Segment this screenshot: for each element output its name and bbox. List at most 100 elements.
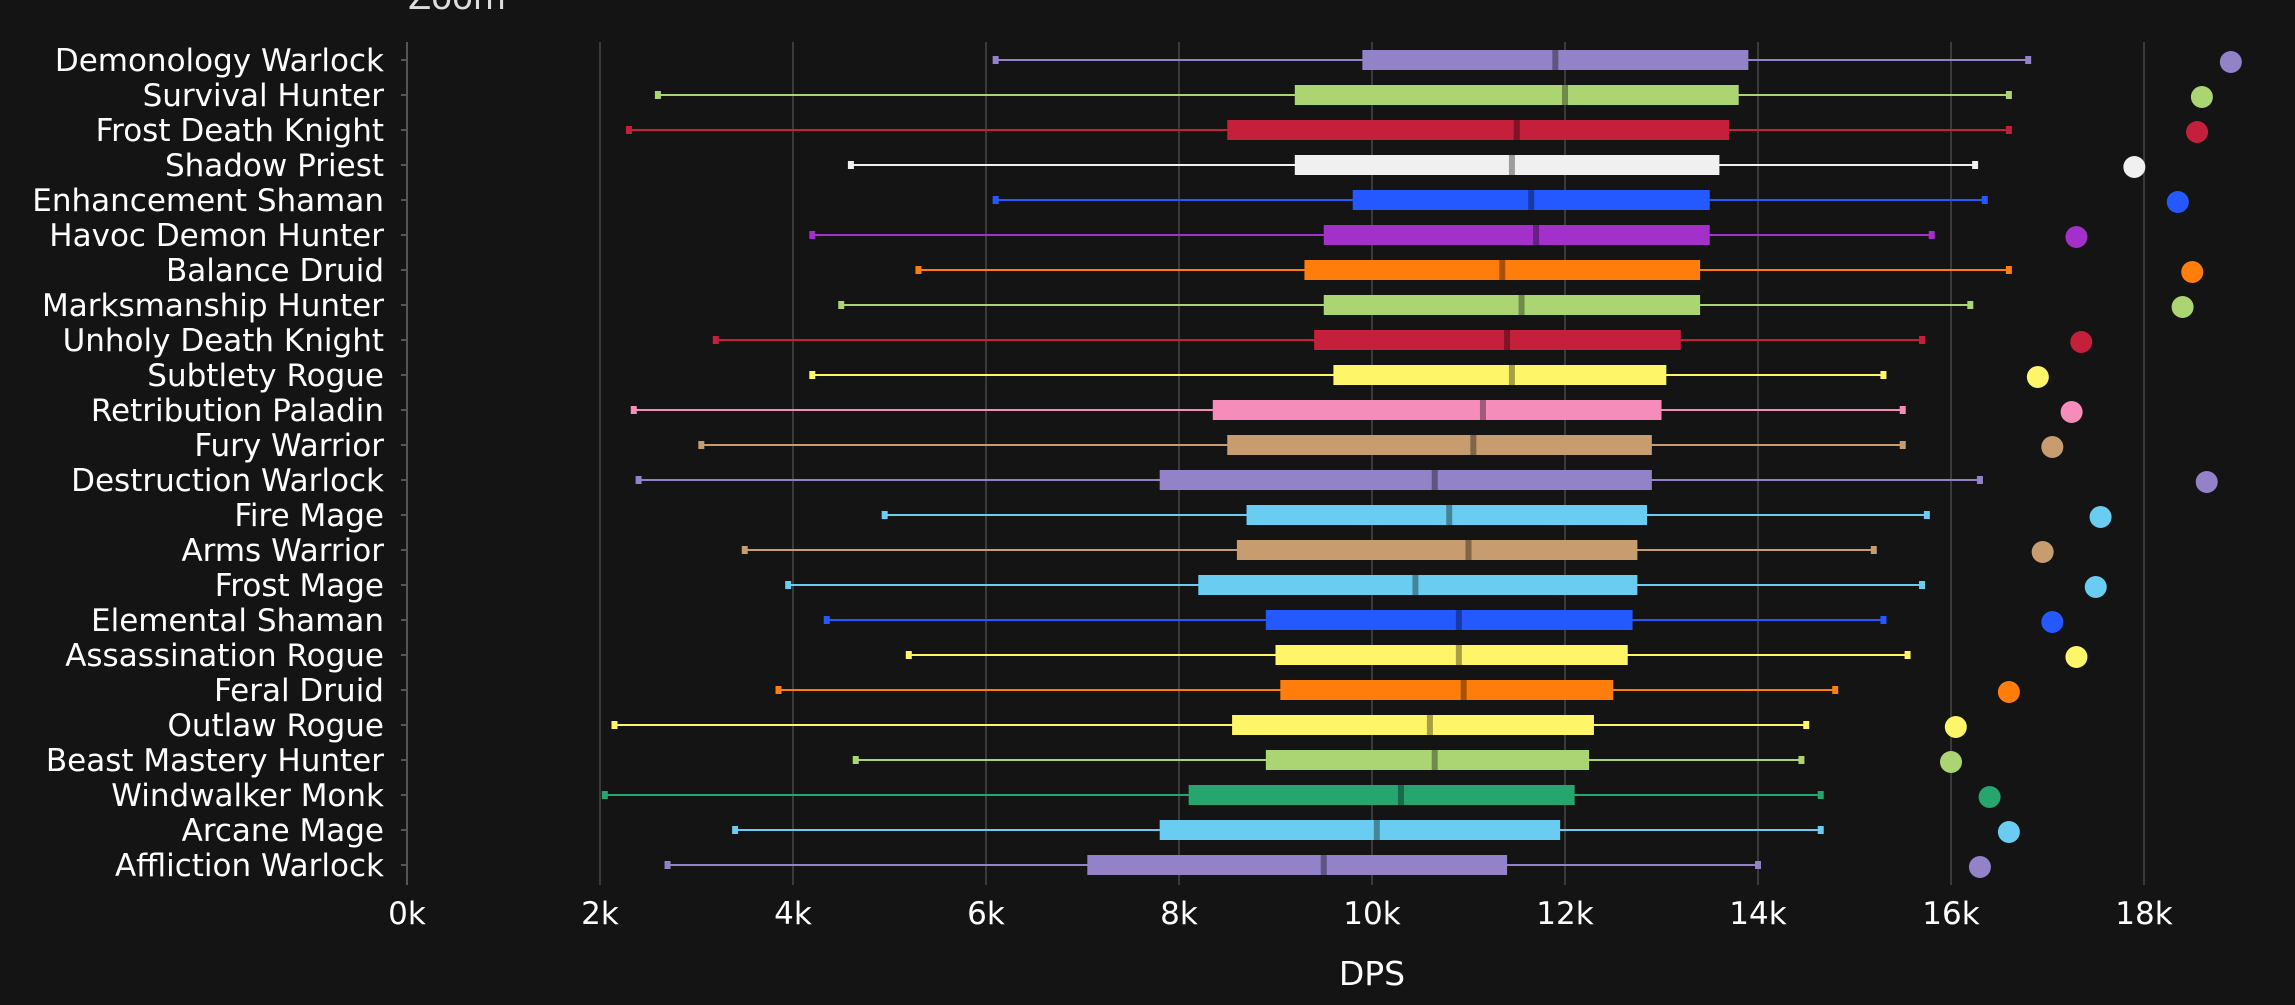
median-arms-warrior xyxy=(1465,540,1472,560)
box-subtlety-rogue xyxy=(1333,365,1667,385)
whisker-min-cap-balance-druid xyxy=(915,266,922,274)
median-outlaw-rogue xyxy=(1426,715,1433,735)
whisker-min-cap-frost-mage xyxy=(785,581,792,589)
top-dot-retribution-paladin xyxy=(2060,401,2083,423)
whisker-max-cap-havoc-demon-hunter xyxy=(1928,231,1935,239)
category-label-fury-warrior: Fury Warrior xyxy=(194,428,384,464)
top-dot-fury-warrior xyxy=(2041,436,2064,458)
whisker-max-cap-demonology-warlock xyxy=(2025,56,2032,64)
whisker-min-cap-elemental-shaman xyxy=(823,616,830,624)
x-tick-label-14k: 14k xyxy=(1729,896,1786,932)
whisker-max-cap-fury-warrior xyxy=(1899,441,1906,449)
top-dot-arms-warrior xyxy=(2031,541,2054,563)
category-label-havoc-demon-hunter: Havoc Demon Hunter xyxy=(49,218,384,254)
box-retribution-paladin xyxy=(1212,400,1662,420)
x-tick-label-8k: 8k xyxy=(1160,896,1198,932)
x-tick-label-10k: 10k xyxy=(1343,896,1400,932)
median-survival-hunter xyxy=(1562,85,1568,105)
category-label-enhancement-shaman: Enhancement Shaman xyxy=(32,183,384,219)
box-fury-warrior xyxy=(1227,435,1652,455)
category-label-frost-death-knight: Frost Death Knight xyxy=(96,113,384,149)
top-dot-marksmanship-hunter xyxy=(2171,296,2194,318)
whisker-max-cap-beast-mastery-hunter xyxy=(1798,756,1805,764)
whisker-min-cap-destruction-warlock xyxy=(635,476,642,484)
whisker-max-cap-balance-druid xyxy=(2005,266,2012,274)
whisker-min-cap-retribution-paladin xyxy=(630,406,637,414)
top-dot-affliction-warlock xyxy=(1968,856,1991,878)
whisker-max-cap-frost-death-knight xyxy=(2005,126,2012,134)
box-demonology-warlock xyxy=(1362,50,1749,70)
median-elemental-shaman xyxy=(1455,610,1462,630)
top-dot-assassination-rogue xyxy=(2065,646,2088,668)
top-dot-outlaw-rogue xyxy=(1944,716,1967,738)
box-enhancement-shaman xyxy=(1352,190,1710,210)
box-marksmanship-hunter xyxy=(1323,295,1701,315)
whisker-min-cap-subtlety-rogue xyxy=(809,371,816,379)
top-dot-feral-druid xyxy=(1997,681,2020,703)
box-havoc-demon-hunter xyxy=(1323,225,1710,245)
median-affliction-warlock xyxy=(1320,855,1327,875)
whisker-min-cap-frost-death-knight xyxy=(625,126,632,134)
whisker-min-cap-affliction-warlock xyxy=(664,861,671,869)
box-unholy-death-knight xyxy=(1314,330,1681,350)
x-axis-title: DPS xyxy=(1339,954,1405,993)
whisker-max-cap-destruction-warlock xyxy=(1976,476,1983,484)
category-label-windwalker-monk: Windwalker Monk xyxy=(111,778,384,814)
median-havoc-demon-hunter xyxy=(1533,225,1540,245)
top-dot-balance-druid xyxy=(2181,261,2204,283)
category-label-shadow-priest: Shadow Priest xyxy=(165,148,384,184)
x-tick-label-16k: 16k xyxy=(1922,896,1979,932)
top-dot-subtlety-rogue xyxy=(2026,366,2049,388)
category-label-elemental-shaman: Elemental Shaman xyxy=(91,603,384,639)
x-tick-label-0k: 0k xyxy=(388,896,426,932)
top-dot-survival-hunter xyxy=(2190,86,2213,108)
category-label-beast-mastery-hunter: Beast Mastery Hunter xyxy=(46,743,384,779)
whisker-max-cap-affliction-warlock xyxy=(1755,861,1761,869)
category-label-retribution-paladin: Retribution Paladin xyxy=(91,393,384,429)
whisker-max-cap-retribution-paladin xyxy=(1899,406,1906,414)
median-balance-druid xyxy=(1499,260,1506,280)
box-survival-hunter xyxy=(1294,85,1739,105)
median-windwalker-monk xyxy=(1397,785,1404,805)
category-label-outlaw-rogue: Outlaw Rogue xyxy=(167,708,384,744)
top-dot-unholy-death-knight xyxy=(2070,331,2093,353)
median-marksmanship-hunter xyxy=(1518,295,1525,315)
whisker-min-cap-survival-hunter xyxy=(654,91,661,99)
median-arcane-mage xyxy=(1373,820,1380,840)
category-label-affliction-warlock: Affliction Warlock xyxy=(115,848,384,884)
whisker-min-cap-feral-druid xyxy=(775,686,782,694)
box-frost-mage xyxy=(1198,575,1638,595)
whisker-max-cap-outlaw-rogue xyxy=(1803,721,1810,729)
x-tick-label-6k: 6k xyxy=(967,896,1005,932)
category-label-fire-mage: Fire Mage xyxy=(234,498,384,534)
median-fire-mage xyxy=(1446,505,1453,525)
median-shadow-priest xyxy=(1508,155,1515,175)
category-label-frost-mage: Frost Mage xyxy=(215,568,384,604)
median-frost-mage xyxy=(1412,575,1419,595)
box-beast-mastery-hunter xyxy=(1265,750,1590,770)
box-elemental-shaman xyxy=(1265,610,1633,630)
zoom-button[interactable]: Zoom xyxy=(408,0,506,18)
top-dot-arcane-mage xyxy=(1997,821,2020,843)
box-windwalker-monk xyxy=(1188,785,1575,805)
median-demonology-warlock xyxy=(1552,50,1559,70)
category-label-feral-druid: Feral Druid xyxy=(214,673,384,709)
top-dot-destruction-warlock xyxy=(2195,471,2218,493)
whisker-min-cap-outlaw-rogue xyxy=(611,721,618,729)
whisker-min-cap-unholy-death-knight xyxy=(712,336,719,344)
whisker-max-cap-feral-druid xyxy=(1832,686,1839,694)
whisker-max-cap-survival-hunter xyxy=(2005,91,2012,99)
median-subtlety-rogue xyxy=(1508,365,1515,385)
whisker-min-cap-fire-mage xyxy=(881,511,888,519)
median-beast-mastery-hunter xyxy=(1431,750,1438,770)
top-dot-frost-mage xyxy=(2084,576,2107,598)
top-dot-havoc-demon-hunter xyxy=(2065,226,2088,248)
top-dot-demonology-warlock xyxy=(2219,51,2242,73)
category-label-arcane-mage: Arcane Mage xyxy=(182,813,384,849)
median-enhancement-shaman xyxy=(1528,190,1535,210)
median-frost-death-knight xyxy=(1513,120,1520,140)
whisker-max-cap-arms-warrior xyxy=(1870,546,1877,554)
box-balance-druid xyxy=(1304,260,1701,280)
top-dot-beast-mastery-hunter xyxy=(1940,751,1962,773)
x-tick-label-4k: 4k xyxy=(774,896,812,932)
